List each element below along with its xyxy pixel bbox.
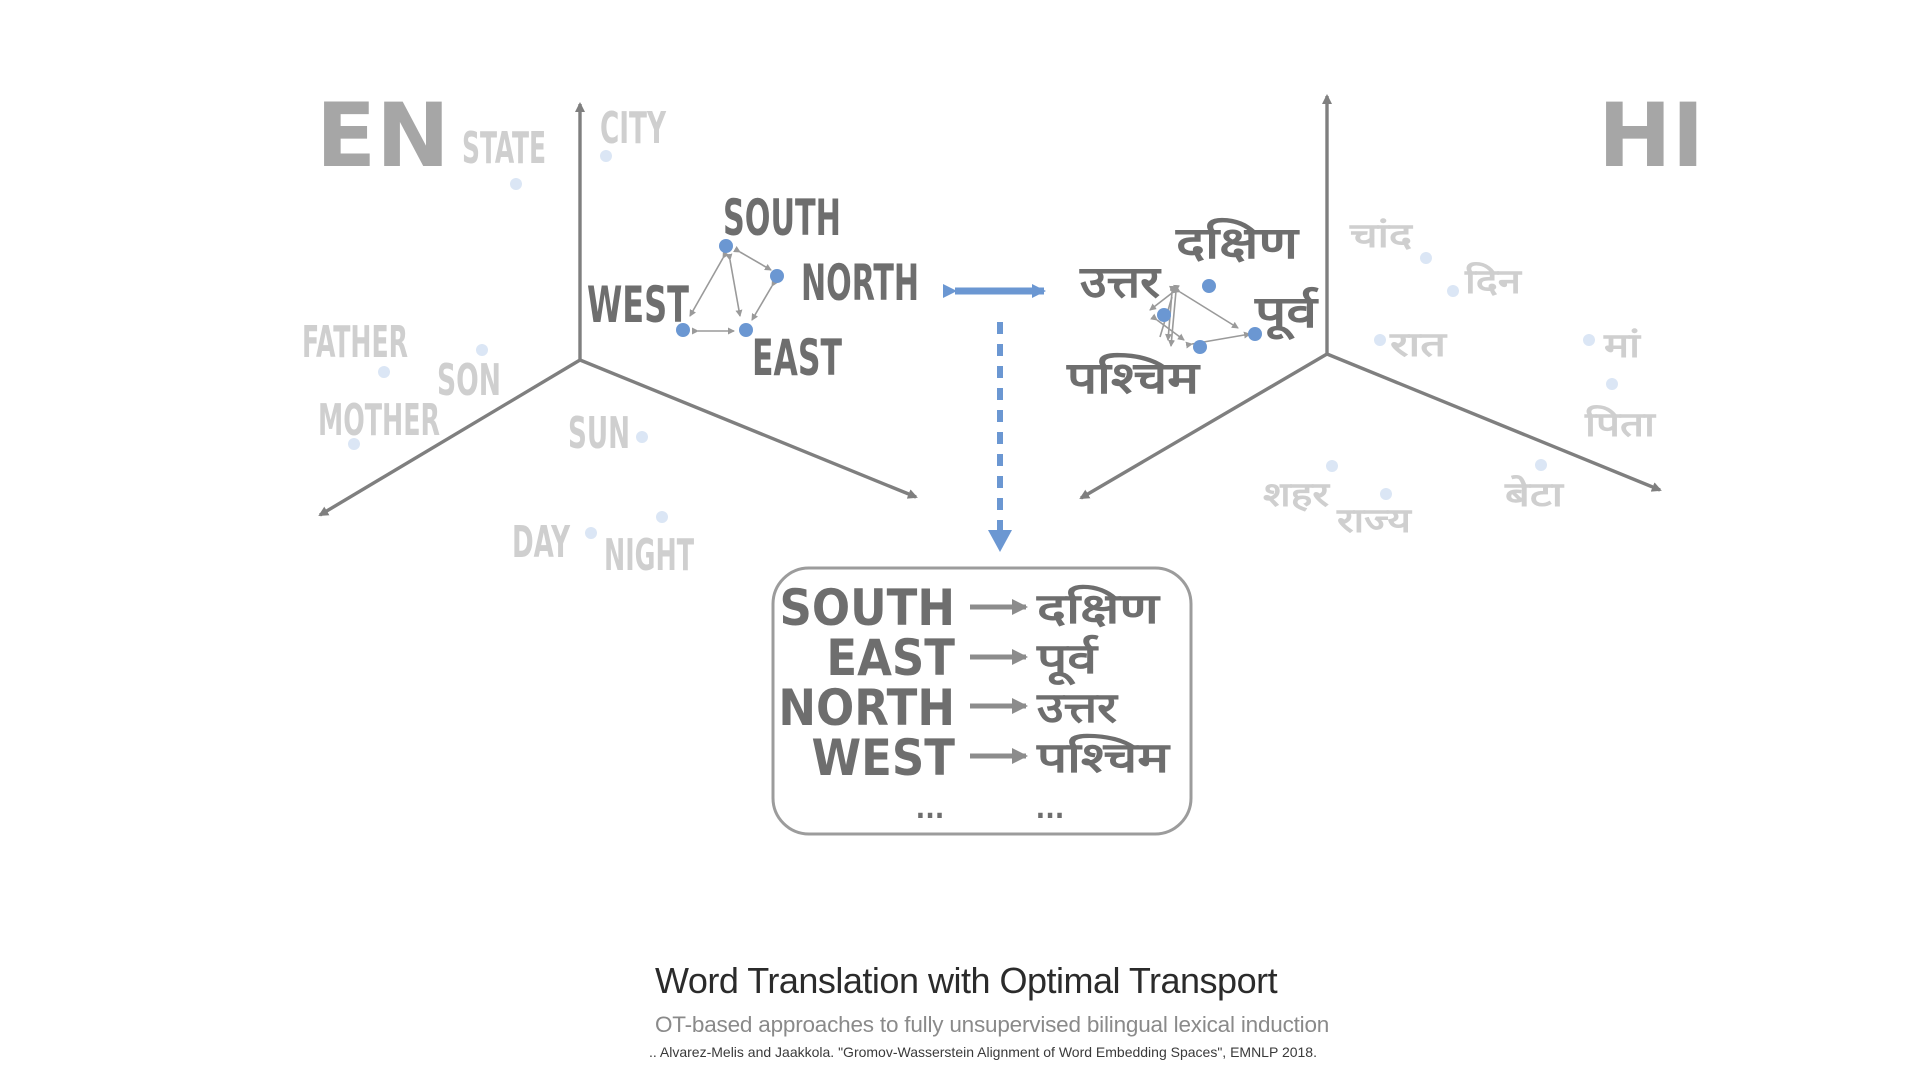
en-word-state: STATE <box>462 123 546 174</box>
hi-point-east <box>1248 327 1262 341</box>
caption-subtitle: OT-based approaches to fully unsupervise… <box>655 1012 1330 1037</box>
hi-point-moon <box>1420 252 1432 264</box>
language-label-hi: HI <box>1598 84 1704 187</box>
mapping-ellipsis-en: ... <box>916 792 945 825</box>
en-point-father <box>378 366 390 378</box>
hi-point-north <box>1157 308 1171 322</box>
hi-word-mother: मां <box>1603 326 1642 366</box>
mapping-hi-1: पूर्व <box>1036 634 1100 686</box>
translation-arrow-head <box>988 530 1012 552</box>
hi-word-father: पिता <box>1584 404 1657 445</box>
hi-point-mother <box>1583 334 1595 346</box>
mapping-en-2: NORTH <box>778 679 955 737</box>
mapping-hi-3: पश्चिम <box>1036 733 1172 782</box>
mapping-en-3: WEST <box>812 729 956 787</box>
en-point-south <box>719 239 733 253</box>
caption-reference: .. Alvarez-Melis and Jaakkola. "Gromov-W… <box>649 1044 1317 1060</box>
translation-mapping-box: SOUTH दक्षिण EAST पूर्व NORTH उत्तर WEST… <box>771 566 1193 836</box>
mapping-en-0: SOUTH <box>780 579 956 637</box>
en-word-city: CITY <box>600 103 667 154</box>
hi-word-city: शहर <box>1263 475 1330 515</box>
en-point-state <box>510 178 522 190</box>
hi-point-state <box>1380 488 1392 500</box>
hi-word-day: दिन <box>1464 261 1523 302</box>
hi-axis-right <box>1326 352 1662 492</box>
en-axis-right <box>579 358 918 499</box>
hi-word-west: पश्चिम <box>1066 352 1201 404</box>
en-link-south-west <box>689 251 730 317</box>
mapping-hi-2: उत्तर <box>1036 683 1119 732</box>
hi-point-son <box>1535 459 1547 471</box>
hi-axis-left <box>1079 352 1328 500</box>
en-point-east <box>739 323 753 337</box>
mapping-hi-0: दक्षिण <box>1036 584 1161 633</box>
en-point-son <box>476 344 488 356</box>
mapping-en-1: EAST <box>826 629 955 687</box>
en-link-south-north <box>733 245 772 271</box>
hi-cluster: दक्षिण उत्तर पूर्व पश्चिम <box>1066 217 1320 404</box>
hi-word-state: राज्य <box>1336 501 1413 541</box>
en-point-mother <box>348 438 360 450</box>
en-word-day: DAY <box>512 517 571 568</box>
hi-word-night: रात <box>1389 325 1448 365</box>
en-word-north: NORTH <box>801 254 919 312</box>
en-cluster: SOUTH NORTH WEST EAST <box>587 189 919 387</box>
hi-point-city <box>1326 460 1338 472</box>
en-word-father: FATHER <box>302 317 408 368</box>
caption: Word Translation with Optimal Transport … <box>649 960 1555 1060</box>
hi-word-south: दक्षिण <box>1175 217 1301 269</box>
mapping-box-frame <box>771 566 1193 836</box>
language-label-en: EN <box>316 84 450 187</box>
en-point-sun <box>636 431 648 443</box>
en-word-east: EAST <box>752 329 842 387</box>
hi-link-north-west <box>1150 313 1185 341</box>
mapping-ellipsis-hi: ... <box>1036 792 1065 825</box>
hi-faint-words: चांद दिन रात मां पिता शहर राज्य बेटा <box>1263 216 1656 541</box>
en-point-night <box>656 511 668 523</box>
en-point-city <box>600 150 612 162</box>
hi-link-south-north <box>1149 286 1179 311</box>
en-link-north-east <box>751 279 779 321</box>
en-word-south: SOUTH <box>723 189 841 247</box>
hi-point-west <box>1193 340 1207 354</box>
en-word-sun: SUN <box>568 408 630 459</box>
en-point-west <box>676 323 690 337</box>
hi-word-north: उत्तर <box>1079 257 1162 308</box>
hi-point-south <box>1202 279 1216 293</box>
en-word-mother: MOTHER <box>318 395 440 446</box>
en-axes <box>318 102 918 517</box>
hi-word-east: पूर्व <box>1254 286 1320 341</box>
hi-point-father <box>1606 378 1618 390</box>
en-faint-words: STATE CITY FATHER SON MOTHER SUN DAY NIG… <box>302 103 694 581</box>
en-link-south-east <box>725 253 743 317</box>
en-word-west: WEST <box>587 276 689 334</box>
hi-axes <box>1079 94 1662 500</box>
en-axis-left <box>318 358 581 517</box>
en-word-night: NIGHT <box>604 530 694 581</box>
hi-point-night <box>1374 334 1386 346</box>
hi-point-day <box>1447 285 1459 297</box>
en-word-son: SON <box>437 355 501 406</box>
hi-link-south-east <box>1173 285 1239 329</box>
hi-word-moon: चांद <box>1349 216 1413 256</box>
en-point-north <box>770 269 784 283</box>
en-point-day <box>585 527 597 539</box>
hi-word-son: बेटा <box>1504 474 1565 515</box>
caption-title: Word Translation with Optimal Transport <box>655 960 1278 1001</box>
